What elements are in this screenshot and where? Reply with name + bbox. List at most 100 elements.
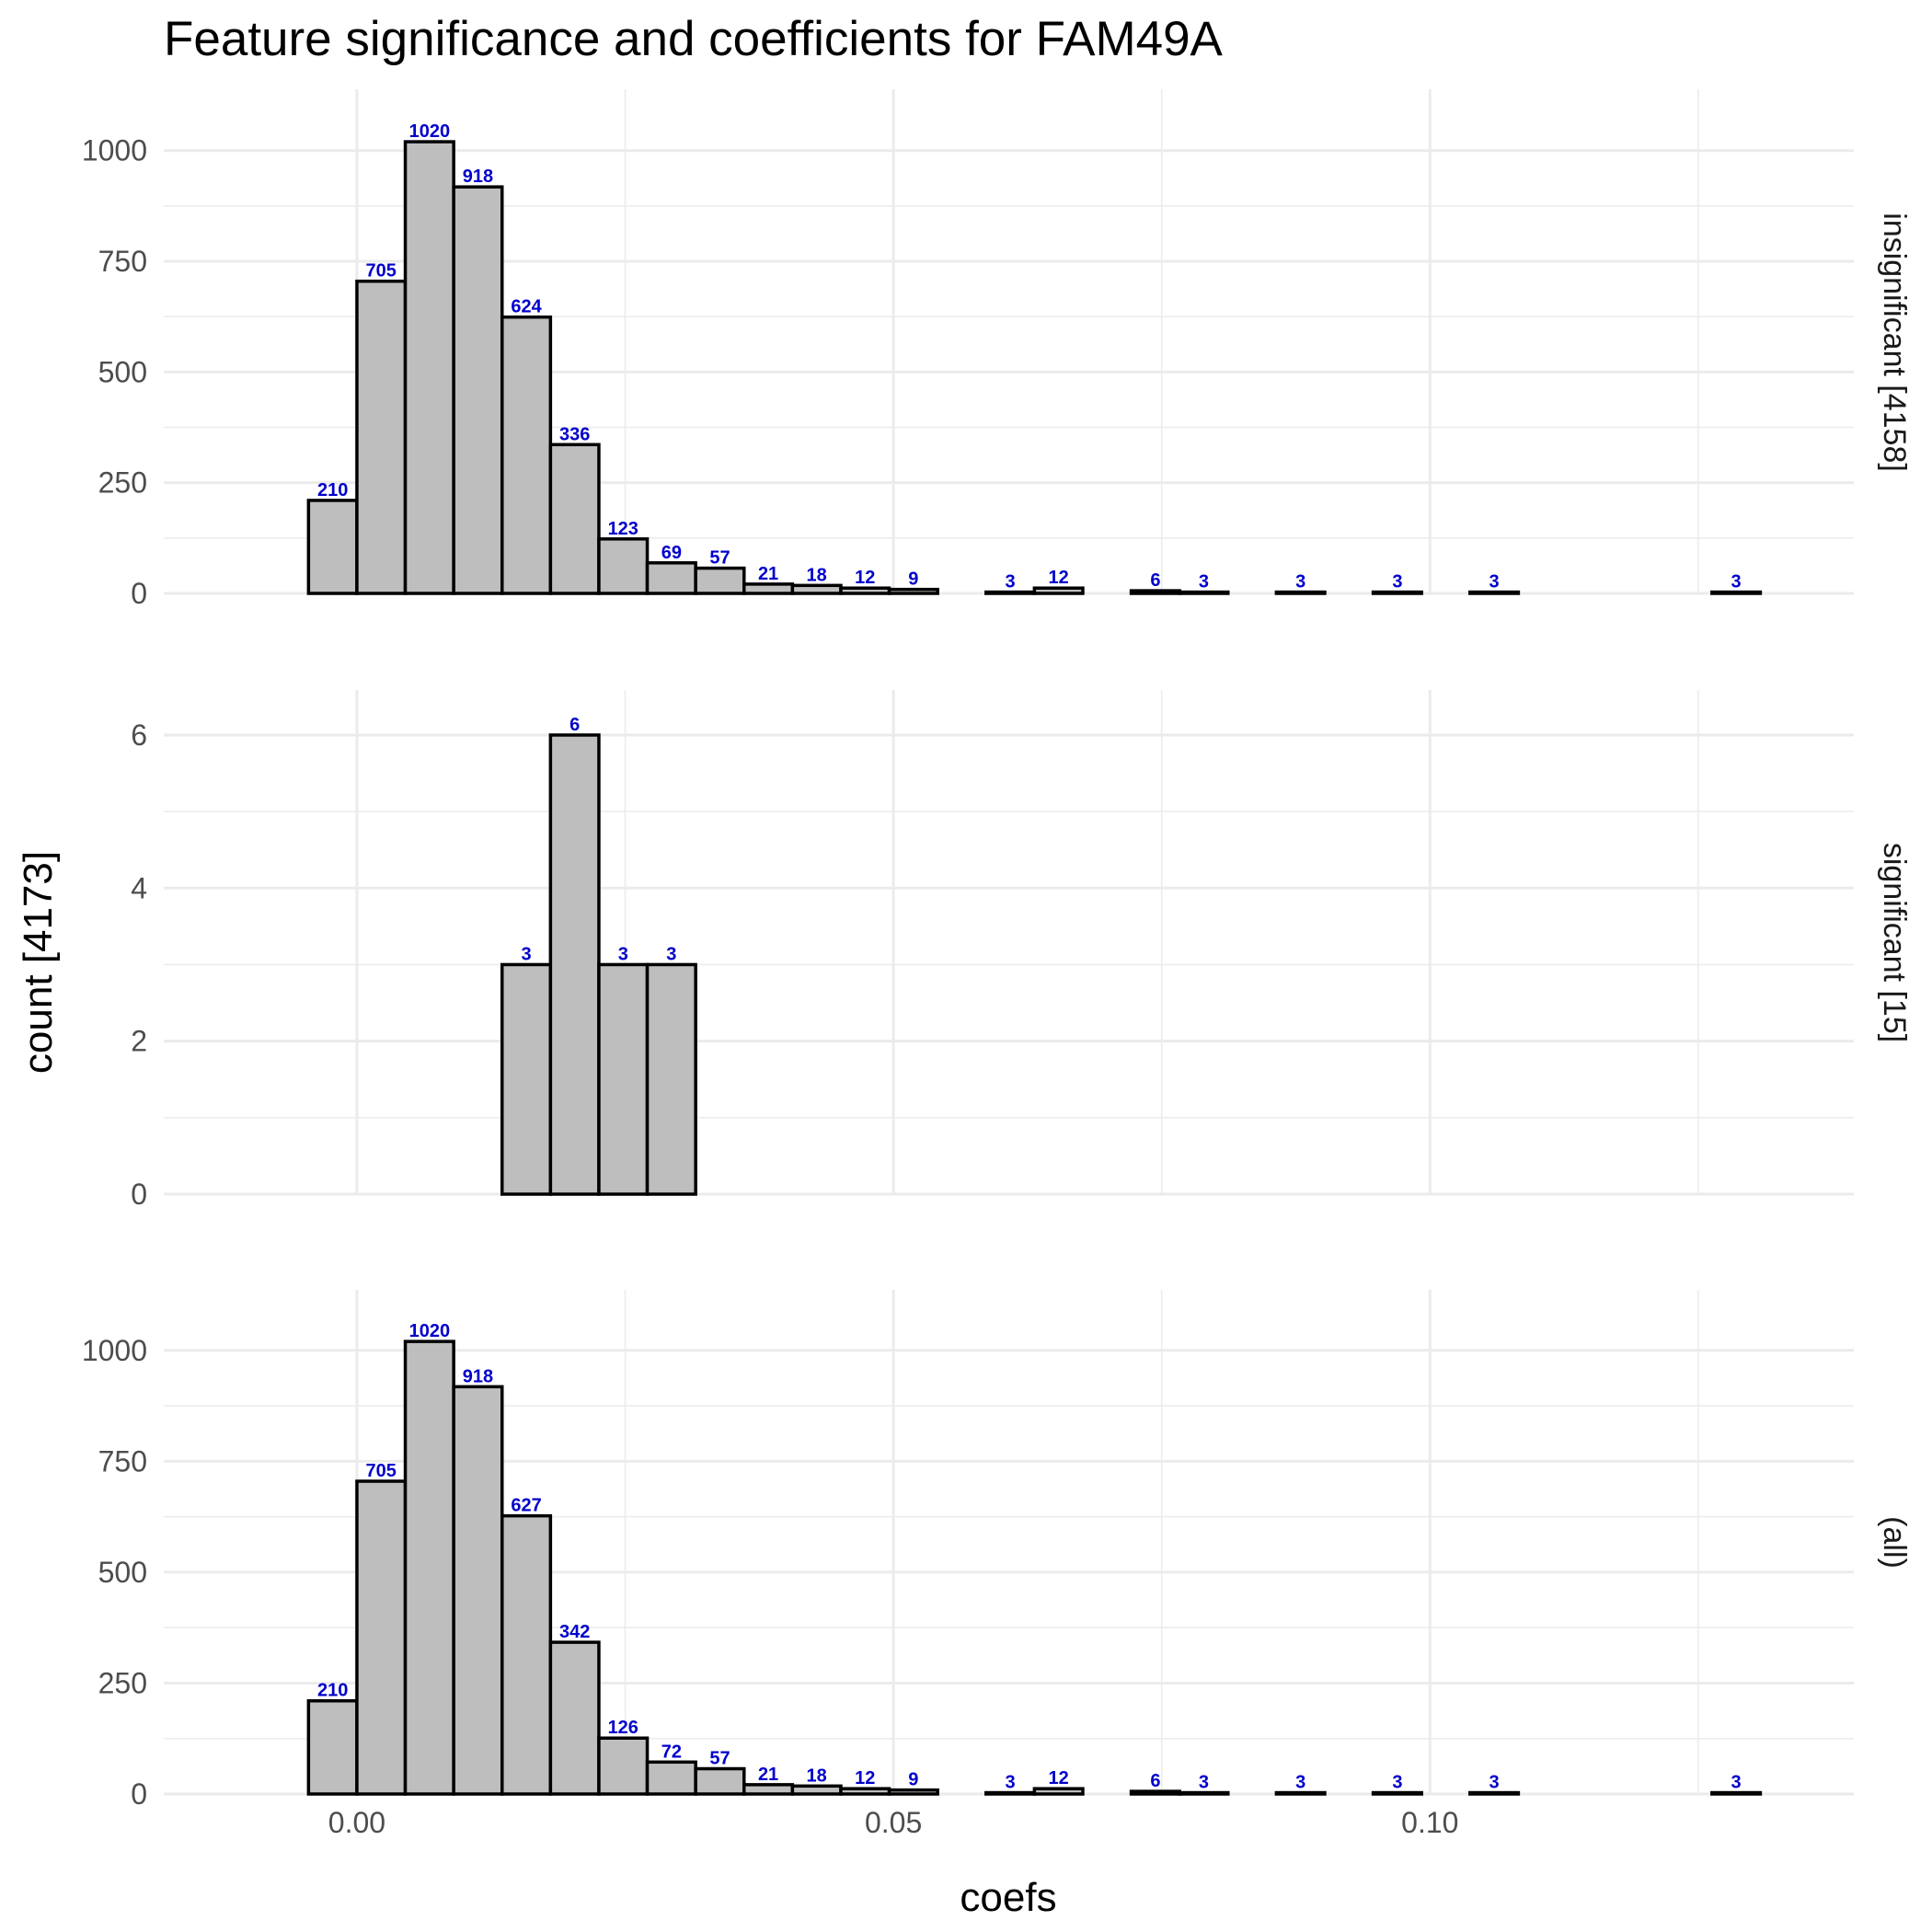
bar-data-label: 18 bbox=[807, 565, 827, 585]
y-axis-title: count [4173] bbox=[16, 851, 61, 1074]
bar-data-label: 3 bbox=[1199, 1773, 1209, 1793]
bar-data-label: 69 bbox=[661, 543, 682, 563]
bar-data-label: 3 bbox=[618, 944, 628, 964]
y-tick-label: 4 bbox=[131, 871, 147, 904]
bar-data-label: 126 bbox=[608, 1718, 638, 1738]
x-tick-label: 0.05 bbox=[865, 1806, 922, 1839]
bar-data-label: 3 bbox=[1489, 572, 1500, 592]
bar-data-label: 3 bbox=[1295, 572, 1305, 592]
histogram-bar bbox=[500, 962, 553, 1196]
histogram-bar bbox=[742, 582, 795, 595]
y-tick-label: 1000 bbox=[82, 1334, 147, 1367]
bar-data-label: 12 bbox=[855, 568, 875, 588]
bar-data-label: 123 bbox=[608, 519, 638, 539]
x-axis-title: coefs bbox=[960, 1875, 1056, 1920]
y-tick-label: 250 bbox=[98, 1666, 147, 1699]
bar-data-label: 57 bbox=[709, 1749, 730, 1769]
y-tick-label: 750 bbox=[98, 245, 147, 278]
bar-data-label: 1020 bbox=[409, 121, 451, 142]
histogram-bar bbox=[403, 140, 455, 595]
bar-data-label: 1020 bbox=[409, 1321, 451, 1341]
bar-data-label: 3 bbox=[521, 944, 531, 964]
bar-data-label: 12 bbox=[1049, 568, 1069, 588]
bar-data-label: 3 bbox=[1295, 1773, 1305, 1793]
bar-data-label: 3 bbox=[1006, 572, 1016, 592]
bar-data-label: 9 bbox=[908, 1770, 918, 1790]
histogram-bar bbox=[1274, 590, 1327, 595]
bar-data-label: 3 bbox=[1006, 1773, 1016, 1793]
histogram-bar bbox=[597, 962, 650, 1196]
histogram-bar bbox=[694, 566, 746, 595]
bar-data-label: 12 bbox=[855, 1768, 875, 1788]
facet-strip-label: significant [15] bbox=[1877, 843, 1912, 1042]
histogram-bar bbox=[355, 279, 408, 595]
x-tick-label: 0.10 bbox=[1401, 1806, 1458, 1839]
histogram-bar bbox=[1129, 1789, 1181, 1796]
x-tick-label: 0.00 bbox=[328, 1806, 385, 1839]
histogram-bar bbox=[548, 1640, 601, 1796]
bar-data-label: 3 bbox=[1392, 572, 1402, 592]
bar-data-label: 12 bbox=[1049, 1768, 1069, 1788]
histogram-bar bbox=[742, 1783, 795, 1796]
bar-data-label: 3 bbox=[1731, 572, 1742, 592]
histogram-bar bbox=[1468, 590, 1521, 595]
bar-data-label: 210 bbox=[317, 1681, 348, 1701]
bar-data-label: 3 bbox=[1731, 1773, 1742, 1793]
y-tick-label: 500 bbox=[98, 1556, 147, 1589]
histogram-bar bbox=[887, 1788, 939, 1796]
bar-data-label: 57 bbox=[709, 548, 730, 569]
histogram-bar bbox=[355, 1479, 408, 1796]
y-tick-label: 0 bbox=[131, 1178, 147, 1211]
histogram-bar bbox=[1274, 1790, 1327, 1796]
histogram-bar bbox=[1032, 1787, 1085, 1796]
histogram-bar bbox=[597, 537, 650, 595]
histogram-bar bbox=[645, 962, 697, 1196]
bar-data-label: 9 bbox=[908, 569, 918, 590]
bar-data-label: 6 bbox=[569, 715, 580, 735]
histogram-bar bbox=[1178, 590, 1230, 595]
y-tick-label: 500 bbox=[98, 355, 147, 388]
y-tick-label: 0 bbox=[131, 577, 147, 610]
histogram-bar bbox=[790, 583, 843, 595]
histogram-bar bbox=[1371, 590, 1423, 595]
facet-panel: 0 2 4 6 3 6 3 3 significant [15] bbox=[131, 690, 1912, 1211]
bar-data-label: 210 bbox=[317, 480, 348, 500]
bar-data-label: 3 bbox=[1392, 1773, 1402, 1793]
histogram-bar bbox=[597, 1736, 650, 1796]
y-tick-label: 6 bbox=[131, 719, 147, 752]
facet-strip-label: (all) bbox=[1877, 1516, 1912, 1569]
bar-data-label: 627 bbox=[511, 1496, 541, 1516]
histogram-bar bbox=[1178, 1790, 1230, 1796]
bar-data-label: 705 bbox=[366, 261, 397, 282]
bar-data-label: 918 bbox=[463, 1366, 493, 1386]
y-tick-label: 2 bbox=[131, 1025, 147, 1058]
histogram-bar bbox=[1032, 586, 1085, 595]
histogram-bar bbox=[452, 1385, 504, 1796]
histogram-bar bbox=[1129, 589, 1181, 595]
bar-data-label: 18 bbox=[807, 1765, 827, 1786]
bar-data-label: 6 bbox=[1150, 1771, 1160, 1791]
y-tick-label: 1000 bbox=[82, 134, 147, 167]
histogram-bar bbox=[887, 587, 939, 595]
histogram-bar bbox=[306, 1698, 359, 1796]
bar-data-label: 6 bbox=[1150, 570, 1160, 591]
histogram-bar bbox=[500, 1513, 553, 1796]
histogram-bar bbox=[548, 443, 601, 595]
bar-data-label: 3 bbox=[1199, 572, 1209, 592]
histogram-bar bbox=[1468, 1790, 1521, 1796]
histogram-bar bbox=[1371, 1790, 1423, 1796]
bar-data-label: 918 bbox=[463, 167, 493, 187]
histogram-bar bbox=[403, 1340, 455, 1796]
bar-data-label: 336 bbox=[559, 424, 590, 444]
histogram-bar bbox=[1710, 590, 1763, 595]
facet-strip-label: insignificant [4158] bbox=[1877, 213, 1912, 472]
histogram-bar bbox=[548, 733, 601, 1196]
bar-data-label: 3 bbox=[666, 944, 676, 964]
bar-data-label: 342 bbox=[559, 1622, 590, 1642]
histogram-bar bbox=[984, 590, 1037, 595]
bar-data-label: 3 bbox=[1489, 1773, 1500, 1793]
histogram-bar bbox=[452, 185, 504, 595]
